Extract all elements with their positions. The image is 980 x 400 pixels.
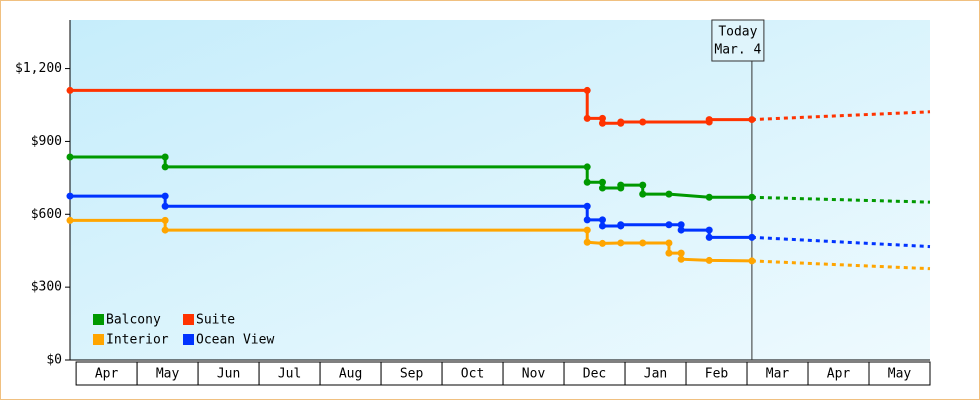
point <box>617 181 625 189</box>
x-tick-label: Dec <box>583 367 606 382</box>
x-tick-label: May <box>156 367 180 382</box>
point <box>639 181 647 189</box>
y-tick-label: $600 <box>31 207 62 222</box>
x-tick-label: Nov <box>522 367 546 382</box>
legend-swatch <box>93 334 104 345</box>
forecast-line <box>751 110 931 122</box>
point <box>583 114 591 122</box>
legend-swatch <box>93 314 104 325</box>
x-tick-label: Feb <box>705 367 729 382</box>
point <box>705 233 713 241</box>
point <box>617 239 625 247</box>
x-tick-label: Oct <box>461 367 484 382</box>
forecast-line <box>751 235 931 249</box>
point <box>598 119 606 127</box>
point <box>748 233 756 241</box>
point <box>598 216 606 224</box>
point <box>583 163 591 171</box>
series-line <box>70 155 752 199</box>
point <box>161 192 169 200</box>
point <box>66 86 74 94</box>
point <box>748 116 756 124</box>
point <box>639 190 647 198</box>
x-tick-label: Aug <box>339 367 362 382</box>
today-box <box>711 19 765 62</box>
point <box>161 226 169 234</box>
legend-label: Ocean View <box>196 333 274 348</box>
point <box>705 256 713 264</box>
y-tick-label: $0 <box>46 353 62 368</box>
point <box>598 222 606 230</box>
point <box>583 86 591 94</box>
point <box>665 239 673 247</box>
point <box>598 184 606 192</box>
x-tick-label: Apr <box>95 367 119 382</box>
x-tick-label: Jul <box>278 367 301 382</box>
plot-area <box>70 20 930 360</box>
point <box>665 190 673 198</box>
today-label: Mar. 4 <box>714 43 761 58</box>
legend-label: Balcony <box>106 313 161 328</box>
x-tick-label: Apr <box>827 367 851 382</box>
forecast-line <box>751 259 931 271</box>
legend-swatch <box>183 334 194 345</box>
point <box>665 221 673 229</box>
point <box>583 226 591 234</box>
forecast-line <box>751 195 931 204</box>
point <box>161 202 169 210</box>
point <box>598 114 606 122</box>
legend-label: Interior <box>106 333 169 348</box>
x-tick-label: Jun <box>217 367 240 382</box>
x-tick-cell <box>868 361 931 386</box>
x-tick-label: May <box>888 367 912 382</box>
point <box>665 249 673 257</box>
point <box>583 202 591 210</box>
point <box>639 239 647 247</box>
point <box>583 238 591 246</box>
point <box>705 193 713 201</box>
point <box>617 221 625 229</box>
point <box>677 226 685 234</box>
point <box>639 118 647 126</box>
legend-label: Suite <box>196 313 235 328</box>
point <box>617 118 625 126</box>
point <box>583 178 591 186</box>
point <box>66 216 74 224</box>
y-tick-label: $300 <box>31 280 62 295</box>
point <box>598 239 606 247</box>
point <box>66 192 74 200</box>
point <box>677 221 685 229</box>
point <box>705 226 713 234</box>
point <box>748 257 756 265</box>
point <box>705 116 713 124</box>
x-tick-label: Jan <box>644 367 667 382</box>
point <box>677 255 685 263</box>
legend-swatch <box>183 314 194 325</box>
x-tick-label: Mar <box>766 367 790 382</box>
point <box>66 153 74 161</box>
point <box>161 216 169 224</box>
point <box>748 193 756 201</box>
y-tick-label: $900 <box>31 134 62 149</box>
x-tick-label: Sep <box>400 367 424 382</box>
point <box>161 153 169 161</box>
today-label: Today <box>718 25 757 40</box>
point <box>161 163 169 171</box>
point <box>598 178 606 186</box>
point <box>583 216 591 224</box>
y-tick-label: $1,200 <box>15 61 62 76</box>
point <box>677 249 685 257</box>
